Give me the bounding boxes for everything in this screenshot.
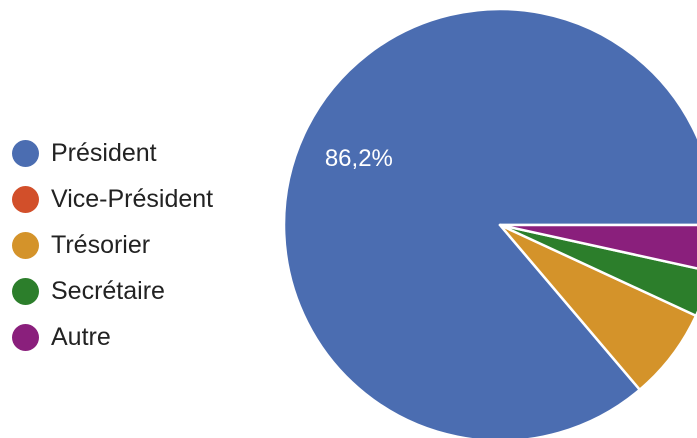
- pie-slice-pr-sident[interactable]: [282, 7, 697, 438]
- legend-item-tresorier[interactable]: Trésorier: [12, 222, 272, 268]
- legend-swatch-vice-president: [12, 185, 39, 213]
- legend-swatch-secretaire: [12, 277, 39, 305]
- legend: Président Vice-Président Trésorier Secré…: [12, 130, 272, 360]
- legend-swatch-tresorier: [12, 231, 39, 259]
- legend-swatch-president: [12, 139, 39, 167]
- legend-item-autre[interactable]: Autre: [12, 314, 272, 360]
- legend-swatch-autre: [12, 323, 39, 351]
- legend-label-autre: Autre: [51, 322, 111, 351]
- pie-slice-secr-taire[interactable]: [498, 223, 697, 317]
- legend-label-tresorier: Trésorier: [51, 230, 151, 259]
- pie-slice-autre[interactable]: [498, 223, 697, 271]
- legend-label-vice-president: Vice-Président: [51, 184, 214, 213]
- legend-item-vice-president[interactable]: Vice-Président: [12, 176, 272, 222]
- pie-data-label: 86,2%: [325, 145, 393, 172]
- legend-item-secretaire[interactable]: Secrétaire: [12, 268, 272, 314]
- legend-label-president: Président: [51, 138, 157, 167]
- legend-label-secretaire: Secrétaire: [51, 276, 165, 305]
- legend-item-president[interactable]: Président: [12, 130, 272, 176]
